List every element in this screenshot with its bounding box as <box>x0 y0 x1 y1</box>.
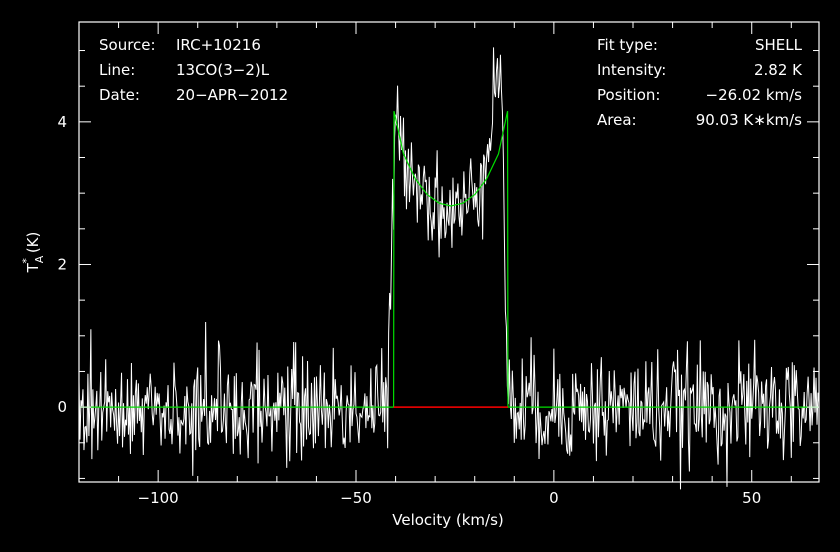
fit-value: −26.02 km/s <box>706 86 803 104</box>
info-value: 13CO(3−2)L <box>176 61 270 79</box>
fit-label: Area: <box>597 111 637 129</box>
observation-info: Source: IRC+10216 Line: 13CO(3−2)L Date: 20−A… <box>99 36 288 104</box>
y-axis-unit: (K) <box>24 232 42 254</box>
x-tick-label: −50 <box>340 489 372 507</box>
fit-results: Fit type: SHELL Intensity: 2.82 K Position: −… <box>597 36 803 129</box>
y-axis-subscript: A <box>33 255 46 263</box>
y-axis-symbol: T <box>24 262 42 273</box>
plot-frame <box>78 21 820 483</box>
y-axis-title: TA* (K) <box>20 232 46 274</box>
y-tick-labels: 0 2 4 <box>57 113 67 416</box>
axis-ticks <box>79 22 819 482</box>
fit-label: Intensity: <box>597 61 666 79</box>
x-tick-labels: −100 −50 0 50 <box>138 489 762 507</box>
y-tick-label: 0 <box>57 398 67 416</box>
info-label: Line: <box>99 61 135 79</box>
x-tick-label: 0 <box>549 489 559 507</box>
y-tick-label: 2 <box>57 255 67 273</box>
info-value: 20−APR−2012 <box>176 86 288 104</box>
fit-label: Fit type: <box>597 36 658 54</box>
x-tick-label: 50 <box>742 489 761 507</box>
info-label: Date: <box>99 86 140 104</box>
info-value: IRC+10216 <box>176 36 261 54</box>
x-tick-label: −100 <box>138 489 179 507</box>
fit-value: 2.82 K <box>754 61 803 79</box>
info-label: Source: <box>99 36 156 54</box>
shell-fit-line <box>79 111 819 408</box>
observed-spectrum-line <box>78 47 820 490</box>
x-axis-title: Velocity (km/s) <box>392 511 503 529</box>
fit-value: SHELL <box>755 36 803 54</box>
svg-text:TA*(K): TA* (K) <box>20 232 46 274</box>
y-tick-label: 4 <box>57 113 67 131</box>
y-axis-superscript: * <box>20 258 33 264</box>
fit-label: Position: <box>597 86 660 104</box>
fit-value: 90.03 K∗km/s <box>696 111 802 129</box>
plot-traces <box>78 47 820 490</box>
